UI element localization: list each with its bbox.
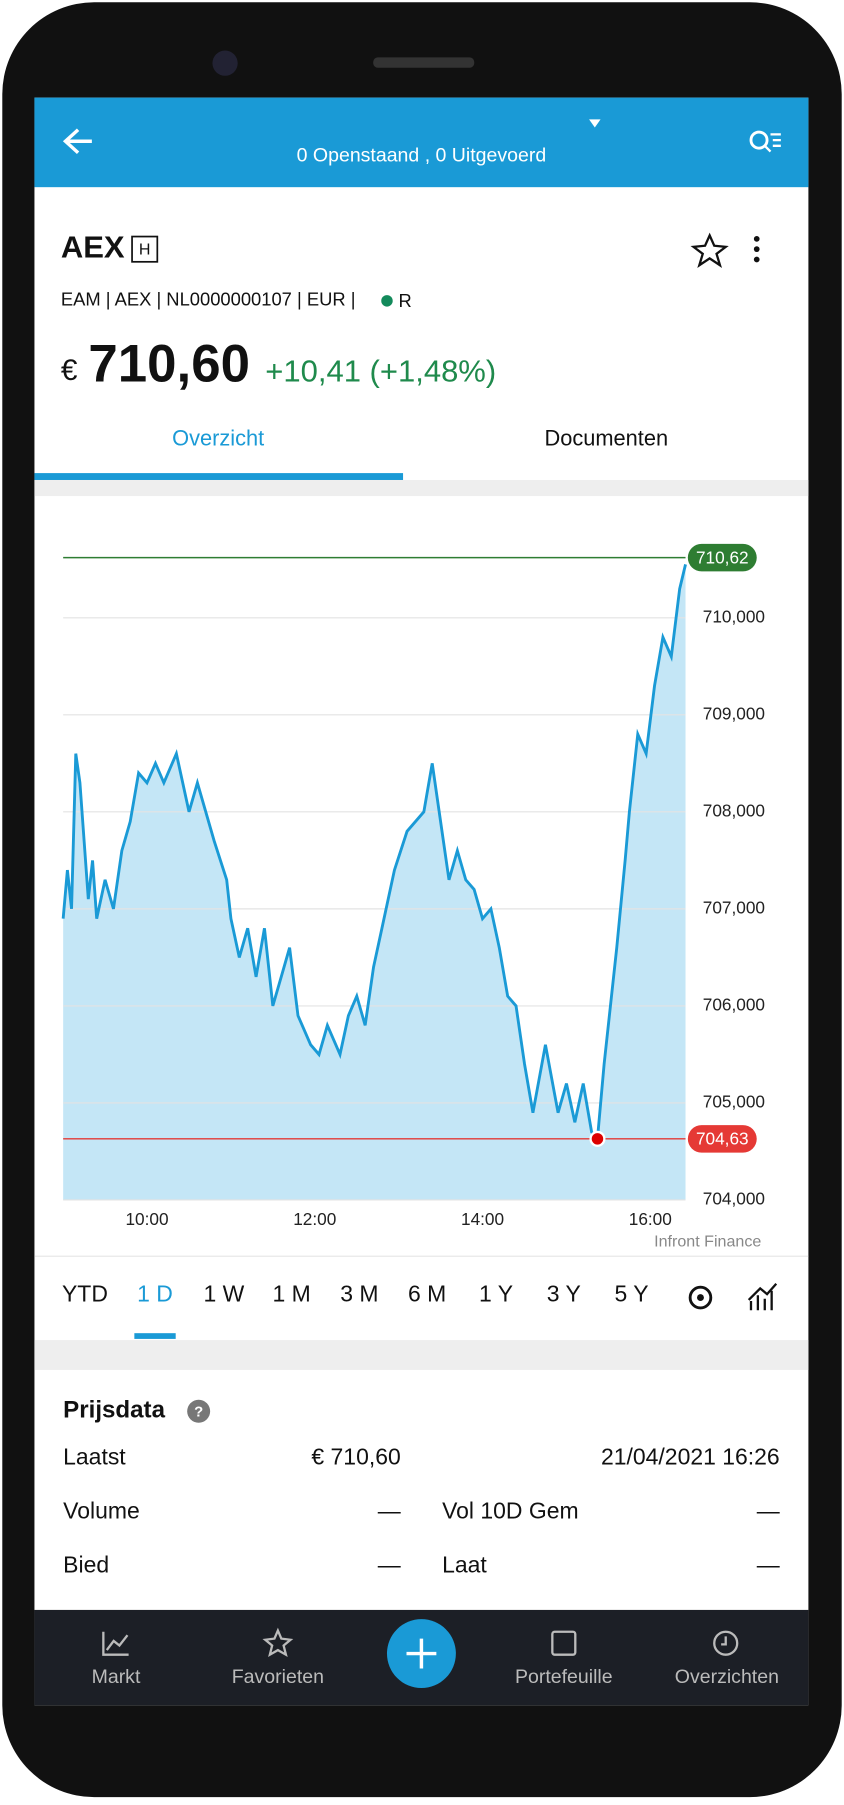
x-tick-label: 12:00	[293, 1209, 336, 1229]
range-button[interactable]: 3 Y	[547, 1280, 581, 1306]
tab[interactable]: Documenten	[545, 426, 669, 451]
range-button[interactable]: 1 W	[204, 1280, 245, 1306]
symbol: AEX	[61, 229, 125, 264]
currency: €	[61, 354, 78, 387]
reference-label: 704,63	[696, 1129, 749, 1149]
price-cell: —	[757, 1497, 780, 1523]
top-bar	[34, 97, 809, 188]
speaker	[373, 57, 475, 68]
nav-icon	[262, 1627, 294, 1658]
price-cell: —	[378, 1497, 401, 1523]
y-tick-label: 709,000	[703, 703, 765, 723]
tab[interactable]: Overzicht	[172, 426, 264, 451]
more-button[interactable]	[753, 235, 760, 263]
price-cell: Bied	[63, 1551, 109, 1577]
y-tick-label: 710,000	[703, 606, 765, 626]
range-button[interactable]: 1 M	[273, 1280, 311, 1306]
price-cell: 21/04/2021 16:26	[601, 1443, 780, 1469]
search-button[interactable]	[749, 130, 781, 153]
range-button[interactable]: 6 M	[408, 1280, 446, 1306]
add-icon	[406, 1638, 437, 1669]
nav-icon	[721, 1636, 727, 1646]
x-tick-label: 16:00	[629, 1209, 672, 1229]
nav-item[interactable]: Portefeuille	[515, 1666, 613, 1688]
badge: H	[139, 241, 151, 259]
y-tick-label: 706,000	[703, 994, 765, 1014]
x-tick-label: 10:00	[125, 1209, 168, 1229]
range-button[interactable]: YTD	[62, 1280, 108, 1306]
badge-box	[131, 235, 159, 263]
price-cell: —	[757, 1551, 780, 1577]
y-tick-label: 704,000	[703, 1189, 765, 1209]
reference-tag	[687, 543, 757, 572]
nav-icon	[551, 1630, 577, 1656]
chart: 704,000 705,000 706,000 707,000 708,000 709,0…	[61, 543, 765, 1229]
status-dot	[381, 295, 393, 307]
range-bar: YTD 1 D 1 W 1 M 3 M 6 M 1 Y 3 Y 5 Y	[62, 1280, 649, 1306]
order-status: 0 Openstaand , 0 Uitgevoerd	[297, 144, 547, 166]
range-button[interactable]: 1 Y	[479, 1280, 513, 1306]
price-line	[61, 564, 687, 1143]
divider	[34, 1340, 809, 1370]
range-button[interactable]: 3 M	[340, 1280, 378, 1306]
reference-tag	[687, 1125, 757, 1153]
source: Infront Finance	[654, 1233, 761, 1251]
help-button[interactable]	[187, 1399, 211, 1423]
divider	[34, 479, 809, 497]
change: +10,41 (+1,48%)	[265, 353, 496, 388]
price: 710,60	[88, 334, 250, 393]
nav-icon	[713, 1630, 739, 1656]
tab-indicator	[34, 473, 404, 480]
price-cell: Laatst	[63, 1443, 126, 1469]
indicators-button[interactable]	[747, 1283, 778, 1311]
price-cell: € 710,60	[311, 1443, 400, 1469]
details: EAM | AEX | NL0000000107 | EUR |	[61, 289, 356, 310]
settings-button[interactable]	[688, 1285, 713, 1310]
range-button[interactable]: 1 D	[137, 1280, 173, 1306]
nav-item[interactable]: Favorieten	[232, 1666, 324, 1688]
back-button[interactable]	[62, 128, 92, 154]
price-table: Laatst € 710,60 21/04/2021 16:26 Volume — Vol…	[63, 1443, 780, 1577]
nav-icon	[102, 1631, 129, 1656]
favorite-button[interactable]	[690, 232, 729, 268]
reference-label: 710,62	[696, 547, 749, 567]
y-tick-label: 708,000	[703, 800, 765, 820]
area	[63, 564, 686, 1200]
range-button[interactable]: 5 Y	[615, 1280, 649, 1306]
range-indicator	[134, 1333, 176, 1339]
dropdown[interactable]	[589, 119, 601, 128]
help-icon: ?	[194, 1403, 203, 1420]
nav-item[interactable]: Markt	[92, 1666, 141, 1688]
price-cell: —	[378, 1551, 401, 1577]
nav-item[interactable]: Overzichten	[675, 1666, 779, 1688]
x-tick-label: 14:00	[461, 1209, 504, 1229]
price-cell: Vol 10D Gem	[442, 1497, 579, 1523]
status-code: R	[398, 290, 411, 311]
section-title: Prijsdata	[63, 1397, 165, 1424]
price-cell: Laat	[442, 1551, 487, 1577]
camera	[212, 50, 238, 76]
price-cell: Volume	[63, 1497, 140, 1523]
extreme-point	[591, 1133, 604, 1145]
y-tick-label: 705,000	[703, 1091, 765, 1111]
y-tick-label: 707,000	[703, 897, 765, 917]
